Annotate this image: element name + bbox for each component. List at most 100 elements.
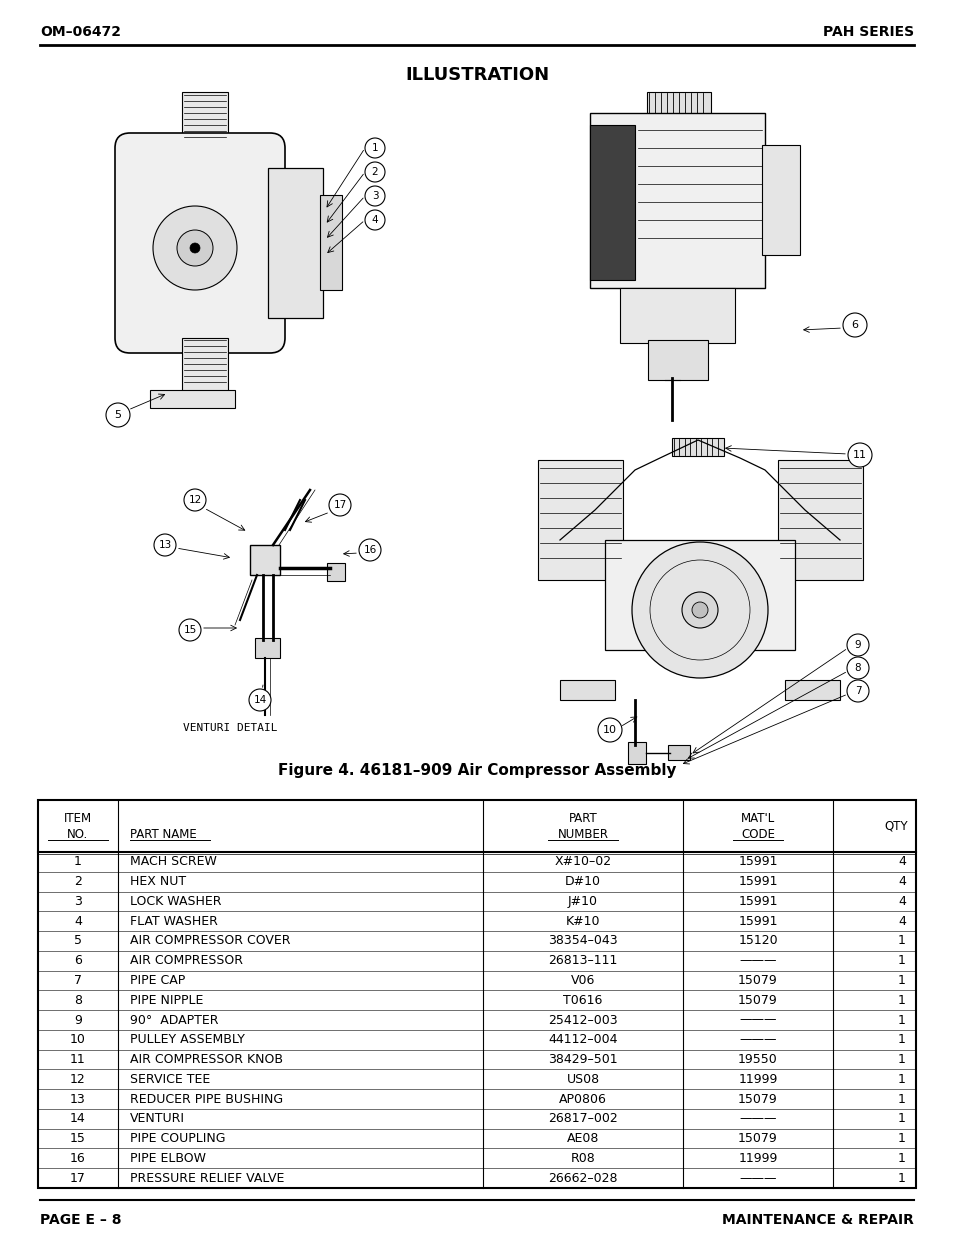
Text: T0616: T0616	[562, 994, 602, 1007]
Text: 16: 16	[363, 545, 376, 555]
Text: 12: 12	[71, 1073, 86, 1086]
Circle shape	[681, 592, 718, 629]
Text: 26662–028: 26662–028	[548, 1172, 618, 1184]
FancyBboxPatch shape	[250, 545, 280, 576]
Text: J#10: J#10	[567, 895, 598, 908]
Text: 15991: 15991	[738, 876, 777, 888]
Text: 7: 7	[854, 685, 861, 697]
Text: 1: 1	[897, 1053, 905, 1066]
Text: 15079: 15079	[738, 1132, 777, 1145]
Text: 9: 9	[854, 640, 861, 650]
Text: NO.: NO.	[68, 827, 89, 841]
Text: R08: R08	[570, 1152, 595, 1165]
Text: 4: 4	[897, 895, 905, 908]
Text: MAINTENANCE & REPAIR: MAINTENANCE & REPAIR	[721, 1213, 913, 1228]
Circle shape	[846, 657, 868, 679]
Text: 1: 1	[897, 994, 905, 1007]
Text: 8: 8	[854, 663, 861, 673]
FancyBboxPatch shape	[589, 112, 764, 288]
Circle shape	[365, 162, 385, 182]
Text: AIR COMPRESSOR KNOB: AIR COMPRESSOR KNOB	[130, 1053, 283, 1066]
Text: 5: 5	[74, 935, 82, 947]
Circle shape	[846, 634, 868, 656]
Text: 15079: 15079	[738, 994, 777, 1007]
Text: AIR COMPRESSOR COVER: AIR COMPRESSOR COVER	[130, 935, 291, 947]
Text: PIPE COUPLING: PIPE COUPLING	[130, 1132, 225, 1145]
Circle shape	[358, 538, 380, 561]
Text: V06: V06	[570, 974, 595, 987]
Circle shape	[691, 601, 707, 618]
Text: 1: 1	[897, 1172, 905, 1184]
Text: LOCK WASHER: LOCK WASHER	[130, 895, 221, 908]
Text: D#10: D#10	[564, 876, 600, 888]
Text: REDUCER PIPE BUSHING: REDUCER PIPE BUSHING	[130, 1093, 283, 1105]
Text: 13: 13	[158, 540, 172, 550]
Text: 8: 8	[74, 994, 82, 1007]
Text: 15991: 15991	[738, 915, 777, 927]
Text: MACH SCREW: MACH SCREW	[130, 856, 216, 868]
Text: VENTURI DETAIL: VENTURI DETAIL	[183, 722, 277, 734]
FancyBboxPatch shape	[761, 144, 800, 254]
FancyBboxPatch shape	[604, 540, 794, 650]
Text: 15120: 15120	[738, 935, 777, 947]
Circle shape	[184, 489, 206, 511]
Text: 1: 1	[897, 1113, 905, 1125]
FancyBboxPatch shape	[182, 91, 228, 147]
Text: 15991: 15991	[738, 856, 777, 868]
Circle shape	[249, 689, 271, 711]
FancyBboxPatch shape	[671, 438, 723, 456]
Text: PULLEY ASSEMBLY: PULLEY ASSEMBLY	[130, 1034, 245, 1046]
Text: 2: 2	[372, 167, 378, 177]
Text: ITEM: ITEM	[64, 811, 92, 825]
FancyBboxPatch shape	[254, 638, 280, 658]
FancyBboxPatch shape	[182, 338, 228, 393]
Text: 4: 4	[372, 215, 378, 225]
Text: 15991: 15991	[738, 895, 777, 908]
Circle shape	[177, 230, 213, 266]
Text: 1: 1	[74, 856, 82, 868]
Text: QTY: QTY	[883, 820, 907, 832]
Text: AP0806: AP0806	[558, 1093, 606, 1105]
FancyBboxPatch shape	[327, 563, 345, 580]
Text: MAT'L: MAT'L	[740, 811, 774, 825]
Text: 13: 13	[71, 1093, 86, 1105]
Text: PRESSURE RELIEF VALVE: PRESSURE RELIEF VALVE	[130, 1172, 284, 1184]
Text: ———: ———	[739, 955, 776, 967]
FancyBboxPatch shape	[647, 340, 707, 380]
Text: US08: US08	[566, 1073, 598, 1086]
Circle shape	[179, 619, 201, 641]
Circle shape	[365, 210, 385, 230]
Text: 38354–043: 38354–043	[548, 935, 618, 947]
Text: 15: 15	[70, 1132, 86, 1145]
Text: 26817–002: 26817–002	[548, 1113, 618, 1125]
Text: FLAT WASHER: FLAT WASHER	[130, 915, 217, 927]
Text: 17: 17	[333, 500, 346, 510]
Text: 1: 1	[897, 1093, 905, 1105]
Circle shape	[842, 312, 866, 337]
Circle shape	[365, 138, 385, 158]
Text: VENTURI: VENTURI	[130, 1113, 185, 1125]
Circle shape	[106, 403, 130, 427]
FancyBboxPatch shape	[537, 459, 622, 580]
Text: 3: 3	[372, 191, 378, 201]
Text: 4: 4	[897, 915, 905, 927]
Text: 90°  ADAPTER: 90° ADAPTER	[130, 1014, 218, 1026]
Text: 4: 4	[897, 876, 905, 888]
Text: 4: 4	[74, 915, 82, 927]
Text: HEX NUT: HEX NUT	[130, 876, 186, 888]
Text: ———: ———	[739, 1014, 776, 1026]
FancyBboxPatch shape	[150, 390, 234, 408]
Text: 11999: 11999	[738, 1073, 777, 1086]
Text: X#10–02: X#10–02	[554, 856, 611, 868]
Text: 2: 2	[74, 876, 82, 888]
FancyBboxPatch shape	[115, 133, 285, 353]
Text: NUMBER: NUMBER	[557, 827, 608, 841]
Text: 1: 1	[897, 955, 905, 967]
Text: 3: 3	[74, 895, 82, 908]
Text: 10: 10	[70, 1034, 86, 1046]
Text: Figure 4. 46181–909 Air Compressor Assembly: Figure 4. 46181–909 Air Compressor Assem…	[277, 762, 676, 778]
Circle shape	[153, 534, 175, 556]
Text: 9: 9	[74, 1014, 82, 1026]
Text: 38429–501: 38429–501	[548, 1053, 618, 1066]
Text: CODE: CODE	[740, 827, 774, 841]
